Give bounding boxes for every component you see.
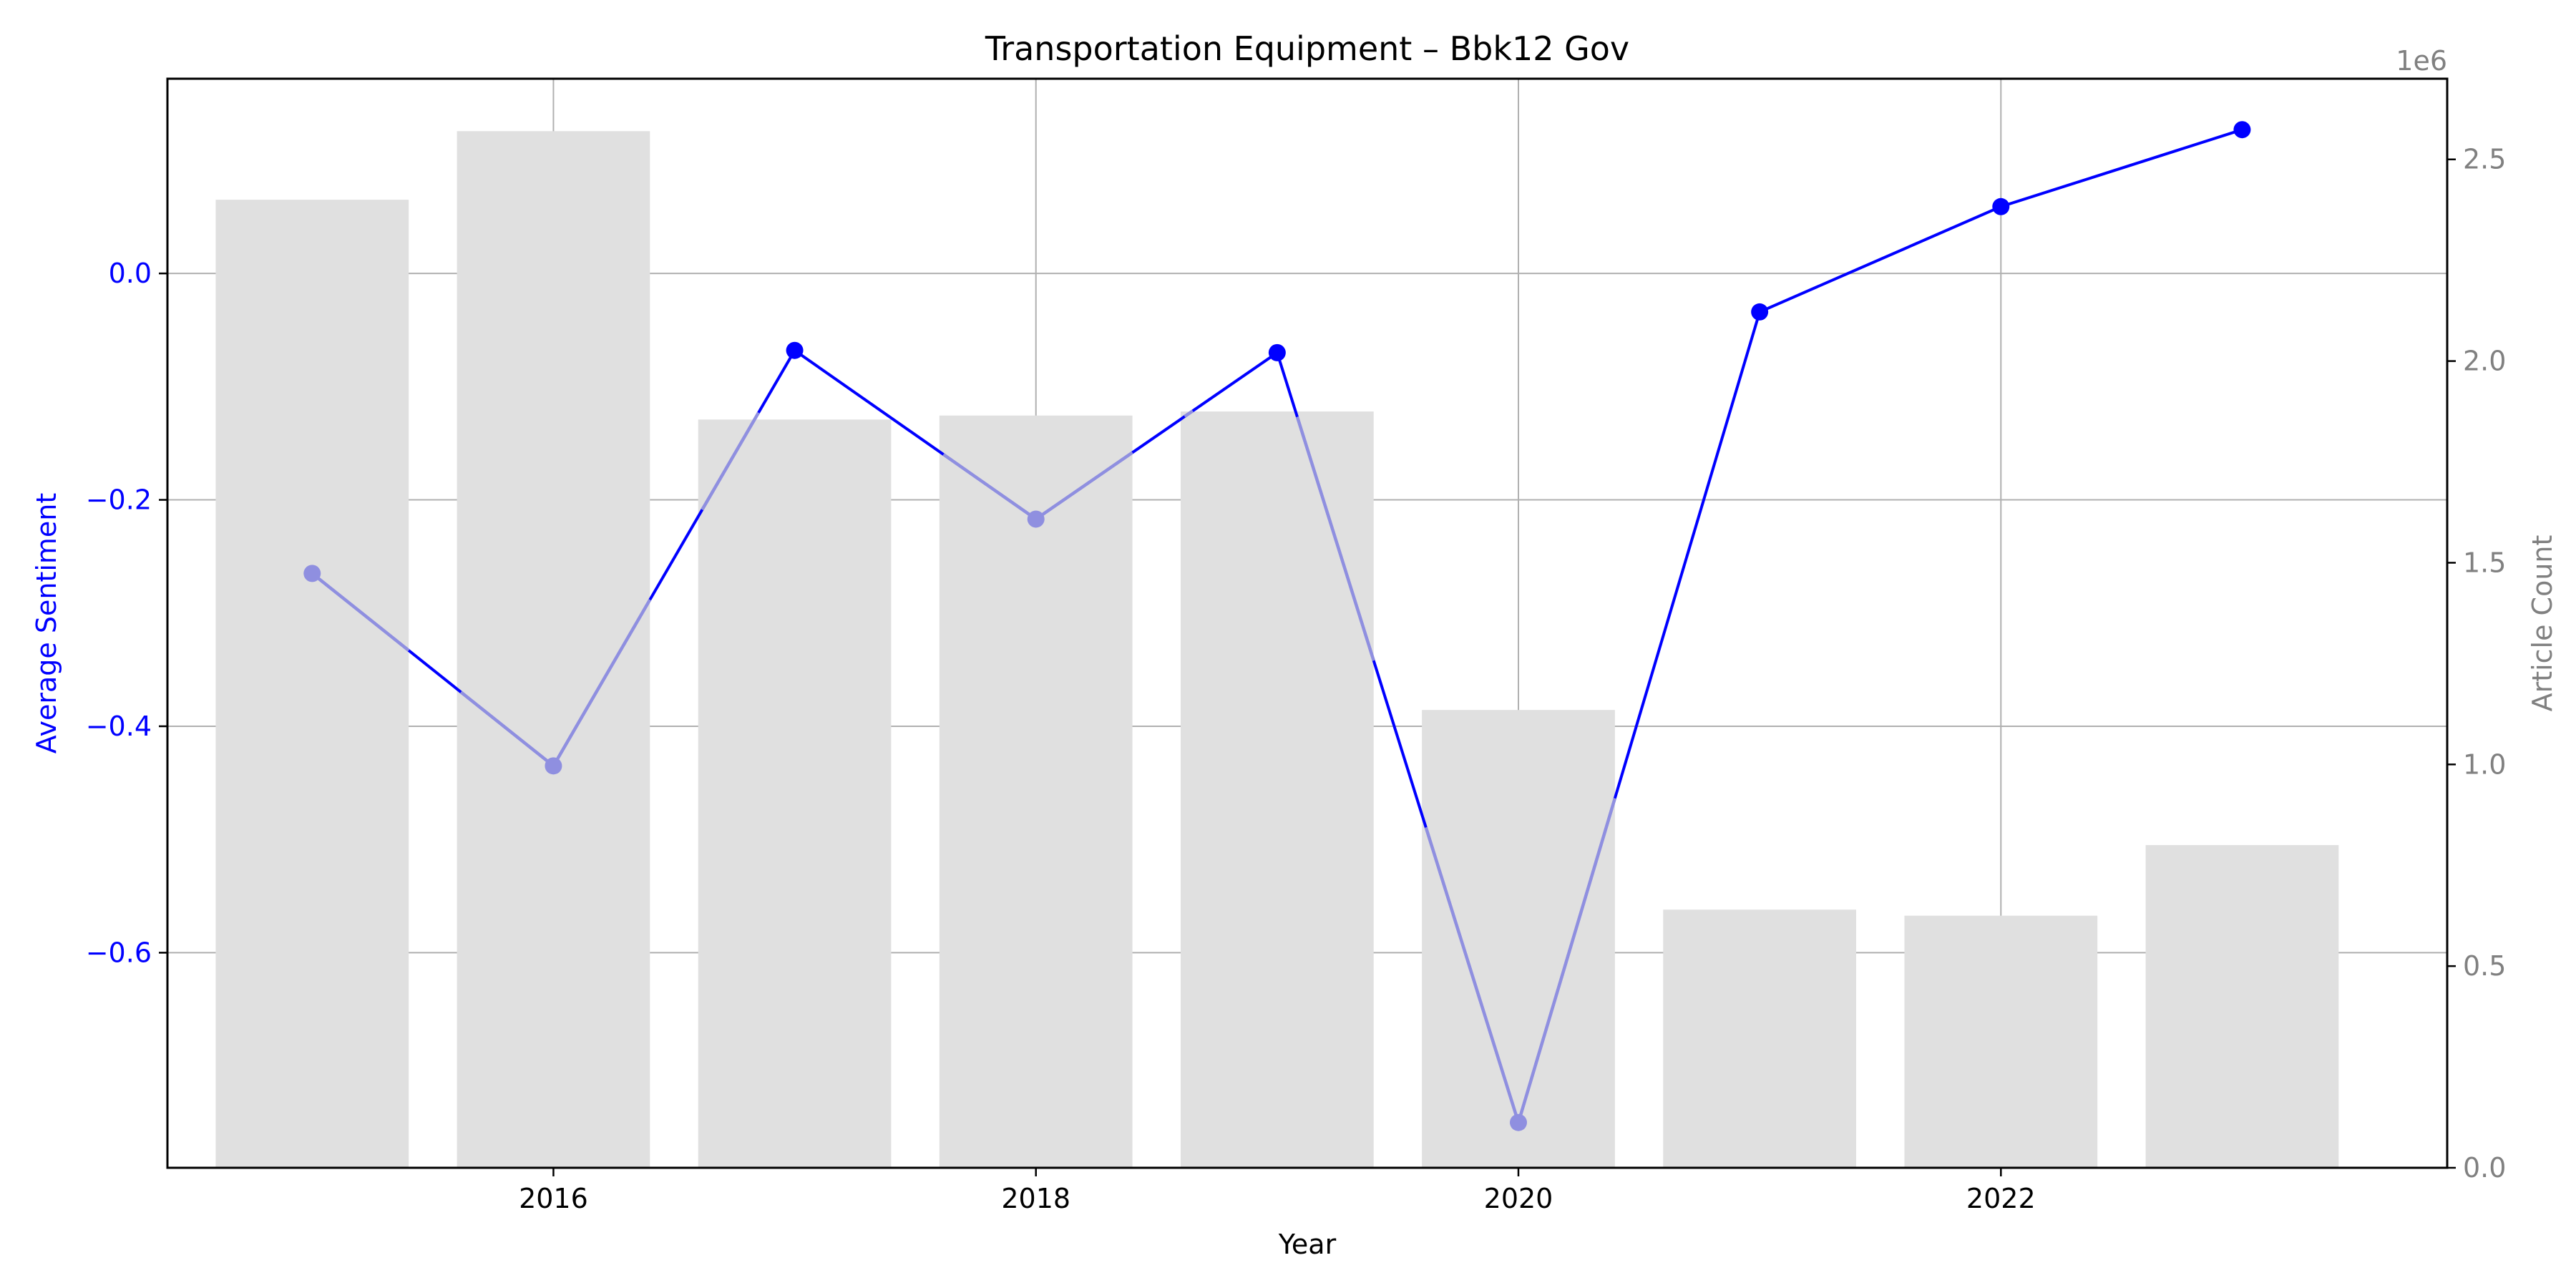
sentiment-point — [786, 341, 804, 359]
sentiment-points — [303, 121, 2251, 1131]
chart-title: Transportation Equipment – Bbk12 Gov — [985, 29, 1629, 68]
sentiment-line-obscured-segment — [311, 572, 410, 652]
plot-frame — [166, 77, 2449, 1169]
x-axis: 2016 2018 2020 2022 — [519, 1168, 2036, 1214]
x-tick-label: 2018 — [1001, 1183, 1070, 1214]
sentiment-line-obscured-segment — [1516, 797, 1617, 1123]
right-y-tick-label: 2.5 — [2463, 144, 2506, 175]
right-y-tick-label: 0.0 — [2463, 1152, 2506, 1184]
sentiment-point — [1510, 1113, 1527, 1131]
sentiment-line-obscured-segment — [1035, 451, 1133, 521]
article-count-bar — [215, 200, 409, 1169]
left-y-tick-label: −0.6 — [86, 937, 152, 968]
article-count-bar — [1422, 710, 1615, 1168]
right-y-tick-label: 2.0 — [2463, 346, 2506, 377]
left-y-tick-label: 0.0 — [109, 258, 152, 289]
sentiment-point — [303, 565, 321, 582]
right-y-tick-label: 0.5 — [2463, 950, 2506, 982]
sentiment-line-obscured-segment — [1184, 409, 1194, 418]
article-count-bar — [1904, 915, 2098, 1168]
x-tick-label: 2016 — [519, 1183, 588, 1214]
sentiment-point — [1751, 303, 1769, 321]
right-y-tick-label: 1.5 — [2463, 547, 2506, 578]
sentiment-line-obscured-segment — [1295, 416, 1375, 661]
article-count-bar — [939, 415, 1133, 1168]
left-y-tick-label: −0.4 — [86, 711, 152, 742]
right-axis-multiplier: 1e6 — [2396, 45, 2447, 77]
left-y-axis-label: Average Sentiment — [31, 493, 62, 754]
sentiment-point — [2233, 121, 2251, 139]
article-count-bar — [1663, 909, 1856, 1168]
article-count-bar — [698, 419, 892, 1169]
sentiment-line-obscured-segment — [942, 453, 1038, 521]
x-tick-label: 2022 — [1966, 1183, 2036, 1214]
sentiment-line-obscured-segment — [1424, 826, 1521, 1123]
sentiment-point — [1027, 510, 1045, 528]
sentiment-point — [1992, 197, 2010, 215]
right-y-axis: 0.0 0.5 1.0 1.5 2.0 2.5 — [2447, 144, 2506, 1184]
sentiment-line-obscured-segment — [459, 691, 555, 768]
x-axis-label: Year — [1278, 1229, 1337, 1260]
sentiment-point — [545, 757, 562, 775]
left-y-tick-label: −0.2 — [86, 484, 152, 516]
sentiment-line-obscured-segment — [552, 598, 652, 767]
right-y-axis-label: Article Count — [2527, 535, 2558, 712]
sentiment-line-obscured-segment — [701, 411, 760, 511]
x-tick-label: 2020 — [1484, 1183, 1553, 1214]
article-count-bar — [1181, 411, 1374, 1168]
bars — [215, 131, 2339, 1169]
sentiment-point — [1268, 343, 1286, 361]
article-count-bar — [457, 131, 650, 1168]
right-y-tick-label: 1.0 — [2463, 748, 2506, 780]
left-y-axis: 0.0 −0.2 −0.4 −0.6 — [86, 258, 167, 968]
article-count-bar — [2145, 845, 2339, 1168]
